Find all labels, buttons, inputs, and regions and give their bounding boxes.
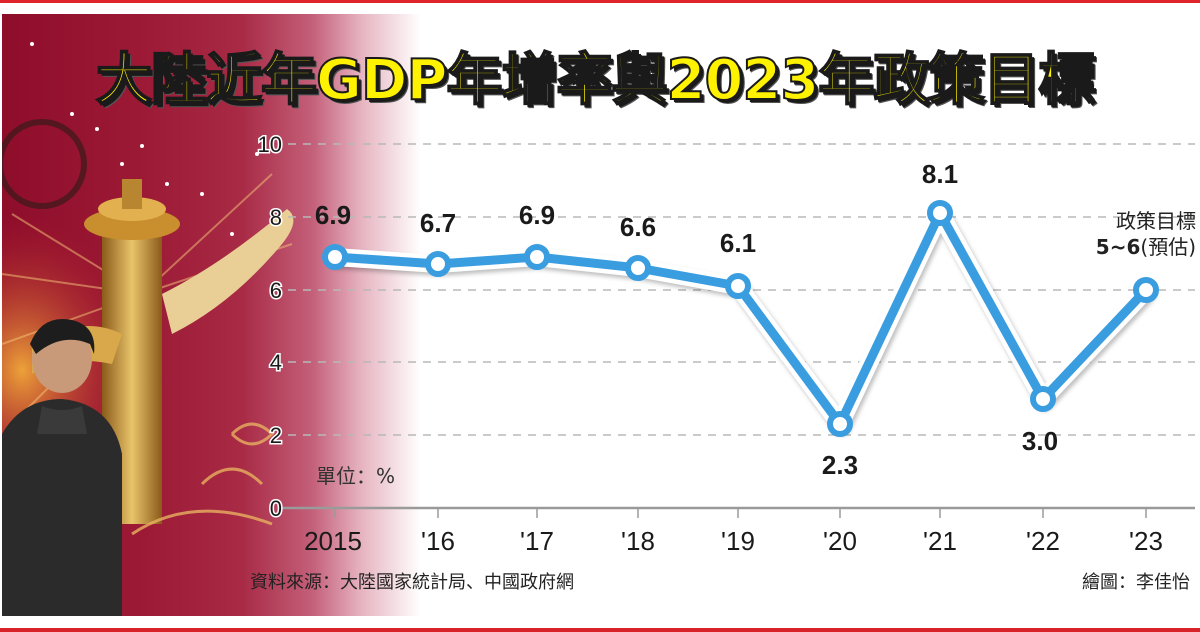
data-label-2018: 6.6	[620, 212, 656, 242]
x-tick-labels: 2015 '16 '17 '18 '19 '20 '21 '22 '23	[304, 526, 1163, 556]
marker-2022	[1030, 386, 1056, 412]
bottom-red-border	[0, 628, 1200, 632]
data-label-2019: 6.1	[720, 228, 756, 258]
marker-2019	[725, 273, 751, 299]
background-photo	[2, 14, 342, 616]
policy-target-annotation: 政策目標 5~6(預估)	[1050, 208, 1196, 260]
marker-2017	[524, 244, 550, 270]
marker-2016	[425, 251, 451, 277]
y-tick-4: 4	[270, 350, 282, 375]
x-label-21: '21	[923, 526, 957, 556]
data-label-2015: 6.9	[315, 200, 351, 230]
x-label-23: '23	[1129, 526, 1163, 556]
policy-target-value: 5~6(預估)	[1050, 234, 1196, 260]
x-label-19: '19	[721, 526, 755, 556]
series-markers	[322, 200, 1159, 437]
marker-2023	[1133, 277, 1159, 303]
x-label-22: '22	[1026, 526, 1060, 556]
y-tick-2: 2	[270, 423, 282, 448]
data-label-2016: 6.7	[420, 208, 456, 238]
photo-illustration	[2, 42, 294, 616]
data-label-2022: 3.0	[1022, 426, 1058, 456]
y-tick-0: 0	[270, 496, 282, 521]
unit-label: 單位：%	[316, 464, 396, 488]
x-label-17: '17	[520, 526, 554, 556]
marker-2021	[927, 200, 953, 226]
marker-2020	[827, 411, 853, 437]
y-tick-8: 8	[270, 205, 282, 230]
policy-target-note: (預估)	[1140, 235, 1196, 259]
graphic-credit: 繪圖：李佳怡	[1082, 572, 1190, 593]
data-label-2021: 8.1	[922, 159, 958, 189]
chart-title: 大陸近年GDP年增率與2023年政策目標	[95, 47, 1095, 114]
marker-2018	[625, 255, 651, 281]
marker-2015	[322, 244, 348, 270]
y-tick-labels: 10 8 6 4 2 0	[256, 131, 283, 523]
source-note: 資料來源：大陸國家統計局、中國政府網	[250, 572, 574, 593]
y-tick-10: 10	[258, 132, 282, 157]
x-label-18: '18	[621, 526, 655, 556]
x-ticks	[334, 508, 1147, 518]
data-labels: 6.9 6.7 6.9 6.6 6.1 2.3 8.1 3.0	[315, 159, 1058, 480]
policy-target-title: 政策目標	[1116, 209, 1196, 233]
y-tick-6: 6	[270, 278, 282, 303]
top-red-border	[0, 0, 1200, 3]
data-label-2020: 2.3	[822, 450, 858, 480]
data-label-2017: 6.9	[519, 200, 555, 230]
x-label-2015: 2015	[304, 526, 362, 556]
x-label-16: '16	[421, 526, 455, 556]
x-label-20: '20	[823, 526, 857, 556]
policy-target-range: 5~6	[1095, 235, 1141, 259]
